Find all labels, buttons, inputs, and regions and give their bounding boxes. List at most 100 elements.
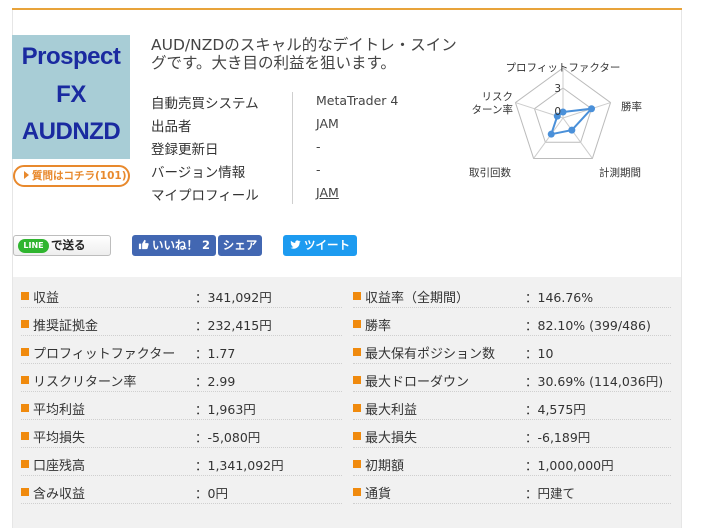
stat-value: ：1,341,092円 bbox=[195, 458, 284, 473]
bullet-square-icon bbox=[353, 404, 361, 412]
stat-label: 推奨証拠金 bbox=[33, 319, 99, 334]
logo-line-1: Prospect bbox=[21, 43, 121, 70]
stat-label: 平均利益 bbox=[33, 403, 86, 418]
stat-item: リスクリターン率 ：2.99 bbox=[21, 370, 342, 392]
profile-link[interactable]: JAM bbox=[316, 185, 339, 200]
info-key: マイプロフィール bbox=[151, 188, 259, 204]
info-row-profile: マイプロフィール JAM bbox=[151, 182, 451, 205]
info-row-version: バージョン情報 - bbox=[151, 159, 451, 182]
stat-item: 通貨 ：円建て bbox=[353, 482, 671, 504]
radar-grid bbox=[514, 67, 612, 159]
info-row-seller: 出品者 JAM bbox=[151, 113, 451, 136]
line-logo-icon: LINE bbox=[18, 239, 49, 253]
line-share-label: で送る bbox=[51, 238, 86, 252]
stat-label: 最大利益 bbox=[365, 403, 418, 418]
info-value: - bbox=[316, 139, 321, 154]
top-rule bbox=[12, 8, 682, 10]
stat-label: 含み収益 bbox=[33, 487, 86, 502]
bullet-square-icon bbox=[21, 404, 29, 412]
stat-label: 口座残高 bbox=[33, 459, 86, 474]
stat-value: ：円建て bbox=[525, 486, 576, 501]
info-row-updated: 登録更新日 - bbox=[151, 136, 451, 159]
stat-label: 収益 bbox=[33, 291, 60, 306]
facebook-share-button[interactable]: シェア bbox=[218, 235, 262, 256]
stat-value: ：30.69% (114,036円) bbox=[525, 374, 664, 389]
stat-label: 最大保有ポジション数 bbox=[365, 347, 496, 362]
stat-item: 含み収益 ：0円 bbox=[21, 482, 342, 504]
bullet-square-icon bbox=[353, 432, 361, 440]
stat-item: 最大保有ポジション数 ：10 bbox=[353, 342, 671, 364]
stat-value: ：2.99 bbox=[195, 374, 236, 389]
radar-axis-label: ターン率 bbox=[472, 103, 513, 116]
bullet-square-icon bbox=[21, 376, 29, 384]
question-button-label: 質問はコチラ(101) bbox=[32, 170, 127, 182]
stat-item: 初期額 ：1,000,000円 bbox=[353, 454, 671, 476]
info-key: 出品者 bbox=[151, 119, 192, 135]
stat-value: ：341,092円 bbox=[195, 290, 272, 305]
radar-grid-ring bbox=[514, 67, 612, 159]
twitter-bird-icon bbox=[290, 240, 301, 249]
stat-item: 最大利益 ：4,575円 bbox=[353, 398, 671, 420]
right-rule bbox=[681, 10, 682, 528]
stat-value: ：-6,189円 bbox=[525, 430, 591, 445]
info-value: MetaTrader 4 bbox=[316, 93, 399, 108]
left-rule bbox=[12, 10, 13, 528]
stat-item: 最大ドローダウン ：30.69% (114,036円) bbox=[353, 370, 671, 392]
stat-item: 平均損失 ：-5,080円 bbox=[21, 426, 342, 448]
info-divider bbox=[292, 92, 293, 204]
stat-item: 推奨証拠金 ：232,415円 bbox=[21, 314, 342, 336]
bullet-square-icon bbox=[21, 460, 29, 468]
stat-label: 最大損失 bbox=[365, 431, 418, 446]
like-label: いいね！ bbox=[152, 238, 198, 252]
radar-point bbox=[553, 112, 561, 120]
thumbs-up-icon bbox=[138, 239, 149, 250]
info-value: - bbox=[316, 162, 321, 177]
bullet-square-icon bbox=[353, 320, 361, 328]
question-button[interactable]: 質問はコチラ(101) bbox=[13, 165, 130, 187]
bullet-square-icon bbox=[21, 320, 29, 328]
stat-item: 収益率（全期間） ：146.76% bbox=[353, 286, 671, 308]
bullet-square-icon bbox=[353, 376, 361, 384]
triangle-right-icon bbox=[24, 171, 29, 179]
radar-axis-label: プロフィットファクター bbox=[506, 62, 621, 74]
stat-label: リスクリターン率 bbox=[33, 375, 137, 390]
bullet-square-icon bbox=[353, 488, 361, 496]
stat-label: 通貨 bbox=[365, 487, 392, 502]
line-share-button[interactable]: LINE で送る bbox=[13, 235, 111, 256]
tweet-button[interactable]: ツイート bbox=[283, 235, 357, 256]
bullet-square-icon bbox=[21, 488, 29, 496]
product-description: AUD/NZDのスキャル的なデイトレ・スイングです。大き目の利益を狙います。 bbox=[151, 36, 457, 72]
radar-grid-ring bbox=[533, 87, 593, 143]
stat-item: プロフィットファクター ：1.77 bbox=[21, 342, 342, 364]
stat-value: ：1,963円 bbox=[195, 402, 256, 417]
stats-panel: 収益 ：341,092円 収益率（全期間） ：146.76% 推奨証拠金 ：232,415… bbox=[13, 277, 681, 528]
stat-value: ：1.77 bbox=[195, 346, 236, 361]
like-count: 2 bbox=[202, 238, 211, 252]
stat-item: 口座残高 ：1,341,092円 bbox=[21, 454, 342, 476]
stat-value: ：1,000,000円 bbox=[525, 458, 614, 473]
product-logo[interactable]: Prospect FX AUDNZD bbox=[12, 35, 130, 159]
radar-axis-label: リスク bbox=[482, 91, 514, 103]
radar-point bbox=[568, 126, 576, 134]
stat-label: 勝率 bbox=[365, 319, 392, 334]
info-key: 登録更新日 bbox=[151, 142, 219, 158]
radar-axis-line bbox=[562, 117, 593, 159]
stat-item: 平均利益 ：1,963円 bbox=[21, 398, 342, 420]
info-value: JAM bbox=[316, 116, 339, 131]
bullet-square-icon bbox=[21, 432, 29, 440]
info-row-system: 自動売買システム MetaTrader 4 bbox=[151, 90, 451, 113]
stat-item: 勝率 ：82.10% (399/486) bbox=[353, 314, 671, 336]
stat-value: ：0円 bbox=[195, 486, 228, 501]
stat-value: ：10 bbox=[525, 346, 554, 361]
info-table: 自動売買システム MetaTrader 4 出品者 JAM 登録更新日 - バー… bbox=[151, 90, 451, 205]
radar-point bbox=[547, 130, 555, 138]
stat-value: ：146.76% bbox=[525, 290, 594, 305]
stat-value: ：232,415円 bbox=[195, 318, 272, 333]
logo-line-2: FX bbox=[56, 81, 86, 108]
bullet-square-icon bbox=[353, 460, 361, 468]
info-key: 自動売買システム bbox=[151, 96, 259, 112]
facebook-like-button[interactable]: いいね！ 2 bbox=[132, 235, 216, 256]
stat-value: ：82.10% (399/486) bbox=[525, 318, 651, 333]
stat-label: 平均損失 bbox=[33, 431, 86, 446]
